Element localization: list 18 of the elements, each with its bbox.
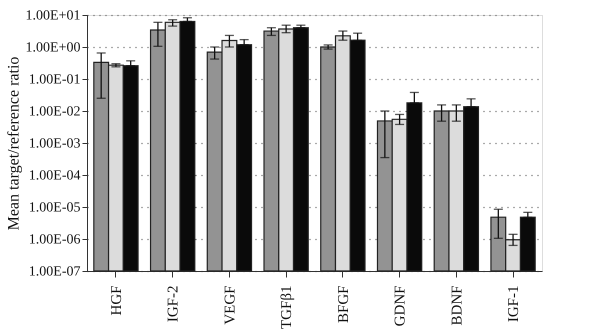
y-tick-label: 1.00E-04 [28, 168, 80, 184]
x-tick-label: BFGF [336, 286, 352, 324]
y-tick-label: 1.00E-03 [28, 136, 80, 152]
y-tick-label: 1.00E-05 [28, 200, 80, 216]
x-tick-label: IGF-2 [166, 286, 182, 322]
y-tick-label: 1.00E+00 [26, 40, 80, 56]
y-tick-label: 1.00E-06 [28, 232, 80, 248]
x-tick-label: VEGF [222, 286, 238, 325]
y-tick-label: 1.00E-01 [28, 72, 80, 88]
y-tick-label: 1.00E-02 [28, 104, 80, 120]
x-tick-label: IGF-1 [506, 286, 522, 322]
y-tick-label: 1.00E-07 [28, 264, 80, 280]
x-tick-label: TGFβ1 [279, 286, 296, 329]
x-tick-label: BDNF [449, 286, 466, 326]
x-tick-label: HGF [108, 286, 125, 316]
y-tick-label: 1.00E+01 [26, 8, 80, 24]
y-axis-title: Mean target/reference ratio [6, 56, 23, 230]
x-tick-label: GDNF [392, 286, 409, 326]
